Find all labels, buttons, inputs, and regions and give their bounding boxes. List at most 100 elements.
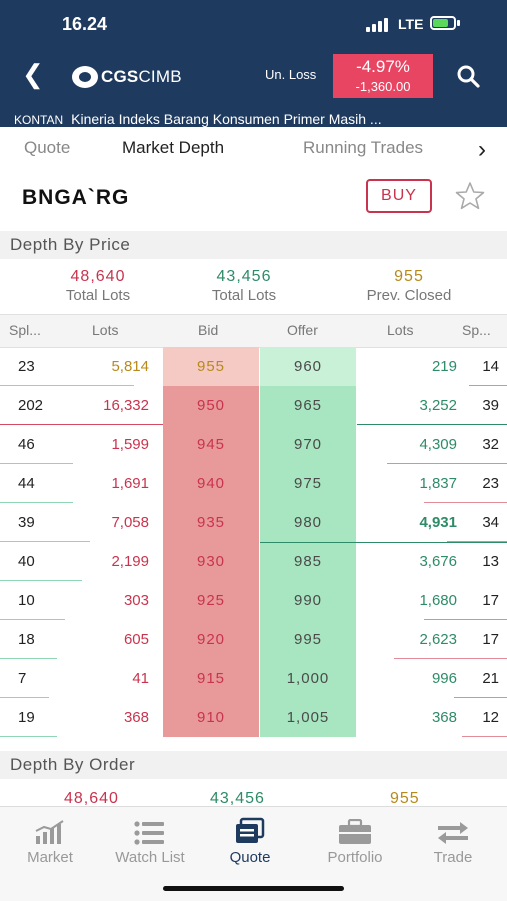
depth-by-order-header: Depth By Order xyxy=(0,751,507,779)
depth-by-order-summary: 48,640 43,456 955 xyxy=(0,790,507,806)
bid-volume-bar xyxy=(0,502,73,503)
offer-split: 12 xyxy=(482,709,499,726)
bid-price[interactable]: 940 xyxy=(163,464,259,503)
nav-trade[interactable]: Trade xyxy=(403,815,503,866)
battery-icon xyxy=(430,16,456,30)
offer-price[interactable]: 965 xyxy=(260,386,356,425)
bid-lots: 16,332 xyxy=(103,397,149,414)
news-ticker[interactable]: KONTAN Kineria Indeks Barang Konsumen Pri… xyxy=(14,111,494,127)
bid-price[interactable]: 955 xyxy=(163,347,259,386)
offer-price[interactable]: 980 xyxy=(260,503,356,542)
nav-portfolio[interactable]: Portfolio xyxy=(305,815,405,866)
bid-split: 19 xyxy=(18,709,35,726)
offer-lots: 4,931 xyxy=(419,514,457,531)
unrealized-loss-badge[interactable]: -4.97% -1,360.00 xyxy=(333,54,433,98)
offer-price[interactable]: 1,000 xyxy=(260,659,356,698)
nav-watch-list[interactable]: Watch List xyxy=(100,815,200,866)
col-bid-split: Spl... xyxy=(9,322,41,338)
offer-price[interactable]: 970 xyxy=(260,425,356,464)
depth-row[interactable]: 40 2,199 930 985 3,676 13 xyxy=(0,542,507,581)
offer-volume-bar xyxy=(357,424,507,425)
col-offer: Offer xyxy=(287,322,318,338)
bid-lots: 1,691 xyxy=(111,475,149,492)
tab-quote[interactable]: Quote xyxy=(24,138,71,157)
bid-split: 18 xyxy=(18,631,35,648)
offer-split: 14 xyxy=(482,358,499,375)
depth-row[interactable]: 46 1,599 945 970 4,309 32 xyxy=(0,425,507,464)
bid-volume-bar xyxy=(0,619,65,620)
logo-suffix: CIMB xyxy=(138,67,182,86)
depth-row[interactable]: 39 7,058 935 980 4,931 34 xyxy=(0,503,507,542)
offer-price[interactable]: 985 xyxy=(260,542,356,581)
depth-row[interactable]: 19 368 910 1,005 368 12 xyxy=(0,698,507,737)
offer-price[interactable]: 990 xyxy=(260,581,356,620)
offer-lots: 996 xyxy=(431,670,457,687)
stock-symbol: BNGA`RG xyxy=(22,186,130,209)
depth-row[interactable]: 7 41 915 1,000 996 21 xyxy=(0,659,507,698)
offer-total-lots: 43,456 Total Lots xyxy=(184,268,304,304)
search-icon[interactable] xyxy=(456,64,480,88)
logo-mark-icon xyxy=(72,66,98,88)
nav-market[interactable]: Market xyxy=(0,815,100,866)
offer-split: 39 xyxy=(482,397,499,414)
offer-volume-bar xyxy=(387,463,507,464)
bid-price[interactable]: 935 xyxy=(163,503,259,542)
bid-price[interactable]: 930 xyxy=(163,542,259,581)
order-bid-total: 48,640 xyxy=(64,790,119,806)
buy-button[interactable]: BUY xyxy=(366,179,432,213)
offer-price[interactable]: 960 xyxy=(260,347,356,386)
offer-price[interactable]: 975 xyxy=(260,464,356,503)
bid-split: 202 xyxy=(18,397,44,414)
offer-volume-bar xyxy=(454,697,507,698)
offer-volume-bar xyxy=(260,542,507,543)
offer-volume-bar xyxy=(447,541,507,542)
offer-lots: 4,309 xyxy=(419,436,457,453)
quote-icon xyxy=(236,817,265,843)
bid-volume-bar xyxy=(0,580,82,581)
offer-lots: 368 xyxy=(431,709,457,726)
depth-row[interactable]: 23 5,814 955 960 219 14 xyxy=(0,347,507,386)
bid-volume-bar xyxy=(0,463,73,464)
offer-price[interactable]: 1,005 xyxy=(260,698,356,737)
bid-price[interactable]: 920 xyxy=(163,620,259,659)
bid-price[interactable]: 925 xyxy=(163,581,259,620)
unrealized-loss-percent: -4.97% xyxy=(356,57,410,76)
bid-split: 23 xyxy=(18,358,35,375)
bid-price[interactable]: 910 xyxy=(163,698,259,737)
tab-running-trades[interactable]: Running Trades xyxy=(303,138,424,157)
bid-volume-bar xyxy=(0,658,57,659)
offer-volume-bar xyxy=(424,619,507,620)
bid-split: 7 xyxy=(18,670,27,687)
depth-by-price-header: Depth By Price xyxy=(0,231,507,259)
depth-row[interactable]: 44 1,691 940 975 1,837 23 xyxy=(0,464,507,503)
market-chart-icon xyxy=(35,820,64,844)
nav-market-label: Market xyxy=(27,849,73,866)
order-prev-closed: 955 xyxy=(390,790,420,806)
star-icon[interactable] xyxy=(454,180,486,212)
tab-market-depth[interactable]: Market Depth xyxy=(122,138,225,157)
watchlist-icon xyxy=(134,821,164,845)
bid-price[interactable]: 945 xyxy=(163,425,259,464)
depth-row[interactable]: 10 303 925 990 1,680 17 xyxy=(0,581,507,620)
offer-split: 23 xyxy=(482,475,499,492)
bid-volume-bar xyxy=(0,541,90,542)
depth-table: 23 5,814 955 960 219 14 202 16,332 950 965 3,252 39… xyxy=(0,347,507,737)
offer-volume-bar xyxy=(424,502,507,503)
col-bid: Bid xyxy=(198,322,219,338)
bid-split: 44 xyxy=(18,475,35,492)
offer-price[interactable]: 995 xyxy=(260,620,356,659)
back-icon[interactable]: ❮ xyxy=(22,59,44,89)
battery-tip xyxy=(457,20,460,26)
offer-split: 17 xyxy=(482,592,499,609)
chevron-right-icon[interactable]: › xyxy=(478,136,486,163)
nav-quote[interactable]: Quote xyxy=(200,815,300,866)
depth-column-header: Spl... Lots Bid Offer Lots Sp... xyxy=(0,314,507,348)
bid-price[interactable]: 915 xyxy=(163,659,259,698)
bid-lots: 2,199 xyxy=(111,553,149,570)
depth-row[interactable]: 202 16,332 950 965 3,252 39 xyxy=(0,386,507,425)
depth-row[interactable]: 18 605 920 995 2,623 17 xyxy=(0,620,507,659)
bid-total-lots: 48,640 Total Lots xyxy=(38,268,158,304)
offer-lots: 3,676 xyxy=(419,553,457,570)
status-time: 16.24 xyxy=(62,14,108,34)
bid-price[interactable]: 950 xyxy=(163,386,259,425)
